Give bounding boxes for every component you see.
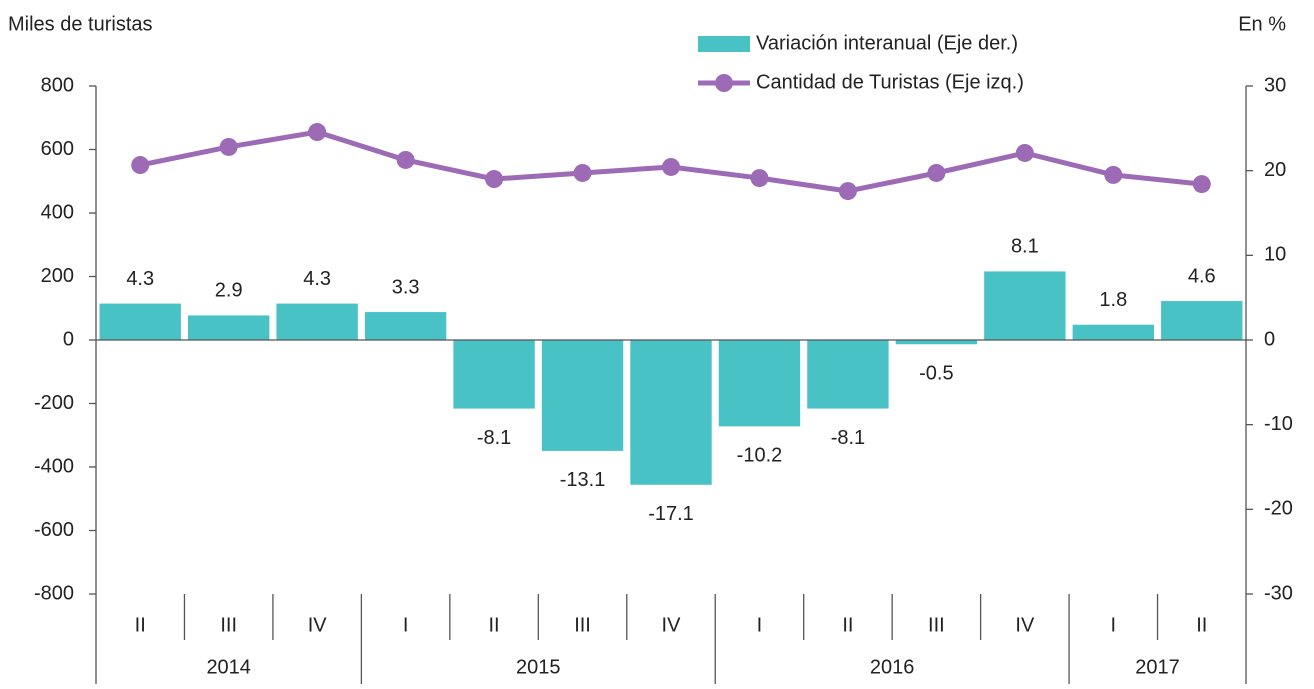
marker bbox=[838, 182, 857, 201]
bar bbox=[1161, 301, 1243, 340]
bar bbox=[541, 340, 624, 451]
y-tick-label: 200 bbox=[41, 265, 74, 287]
marker bbox=[1015, 143, 1034, 162]
data-label: -17.1 bbox=[648, 503, 694, 525]
x-tick-label: I bbox=[757, 614, 763, 636]
x-tick-label: IV bbox=[1015, 614, 1035, 636]
marker bbox=[927, 163, 946, 182]
legend-label: Cantidad de Turistas (Eje izq.) bbox=[756, 71, 1024, 93]
x-tick-label: I bbox=[1111, 614, 1117, 636]
y-tick-label: 400 bbox=[41, 201, 74, 223]
y2-tick-label: 30 bbox=[1264, 74, 1286, 96]
bar bbox=[1072, 324, 1154, 340]
bar bbox=[364, 312, 447, 340]
marker bbox=[750, 169, 769, 188]
bar bbox=[807, 340, 889, 409]
y-tick-label: -600 bbox=[34, 519, 74, 541]
data-label: 3.3 bbox=[392, 276, 420, 298]
data-label: 4.3 bbox=[126, 268, 154, 290]
data-label: -8.1 bbox=[477, 427, 511, 449]
data-label: 1.8 bbox=[1099, 289, 1127, 311]
bar bbox=[895, 340, 978, 345]
x-group-label: 2015 bbox=[516, 656, 561, 678]
y2-tick-label: 20 bbox=[1264, 159, 1286, 181]
y-tick-label: -200 bbox=[34, 392, 74, 414]
y2-tick-label: -10 bbox=[1264, 413, 1293, 435]
marker bbox=[485, 170, 504, 189]
data-label: -8.1 bbox=[831, 427, 865, 449]
bar bbox=[276, 303, 358, 340]
marker bbox=[1192, 175, 1211, 194]
legend-swatch bbox=[698, 36, 750, 52]
bar bbox=[630, 340, 712, 485]
y-tick-label: 0 bbox=[63, 328, 74, 350]
marker bbox=[308, 123, 327, 142]
x-tick-label: III bbox=[220, 614, 237, 636]
y2-tick-label: -20 bbox=[1264, 498, 1293, 520]
data-label: -10.2 bbox=[737, 445, 783, 467]
data-label: 2.9 bbox=[215, 280, 243, 302]
bar bbox=[99, 303, 181, 340]
legend-label: Variación interanual (Eje der.) bbox=[756, 32, 1018, 54]
data-label: -13.1 bbox=[560, 469, 606, 491]
bar bbox=[453, 340, 535, 409]
y2-axis-label: En % bbox=[1238, 13, 1286, 35]
marker bbox=[396, 150, 415, 169]
y-axis-label: Miles de turistas bbox=[8, 13, 153, 35]
x-group-label: 2016 bbox=[870, 656, 915, 678]
bar bbox=[718, 340, 801, 427]
x-tick-label: IV bbox=[308, 614, 328, 636]
x-tick-label: II bbox=[1196, 614, 1207, 636]
y2-tick-label: 0 bbox=[1264, 328, 1275, 350]
x-tick-label: I bbox=[403, 614, 409, 636]
bar bbox=[984, 271, 1066, 340]
marker bbox=[131, 156, 150, 175]
bar bbox=[188, 315, 270, 340]
x-group-label: 2017 bbox=[1135, 656, 1180, 678]
y-tick-label: -800 bbox=[34, 582, 74, 604]
y2-tick-label: -30 bbox=[1264, 582, 1293, 604]
marker bbox=[219, 137, 238, 156]
data-label: 4.6 bbox=[1188, 265, 1216, 287]
data-label: 8.1 bbox=[1011, 236, 1039, 258]
data-label: 4.3 bbox=[303, 268, 331, 290]
data-label: -0.5 bbox=[919, 363, 953, 385]
y2-tick-label: 10 bbox=[1264, 244, 1286, 266]
y-tick-label: 800 bbox=[41, 74, 74, 96]
x-group-label: 2014 bbox=[206, 656, 251, 678]
x-tick-label: III bbox=[574, 614, 591, 636]
x-tick-label: IV bbox=[662, 614, 682, 636]
y-tick-label: -400 bbox=[34, 455, 74, 477]
marker bbox=[573, 163, 592, 182]
y-tick-label: 600 bbox=[41, 138, 74, 160]
x-tick-label: II bbox=[842, 614, 853, 636]
legend-marker bbox=[715, 74, 733, 92]
marker bbox=[662, 157, 680, 176]
marker bbox=[1104, 165, 1123, 184]
x-tick-label: II bbox=[135, 614, 146, 636]
x-tick-label: II bbox=[489, 614, 500, 636]
x-tick-label: III bbox=[928, 614, 945, 636]
